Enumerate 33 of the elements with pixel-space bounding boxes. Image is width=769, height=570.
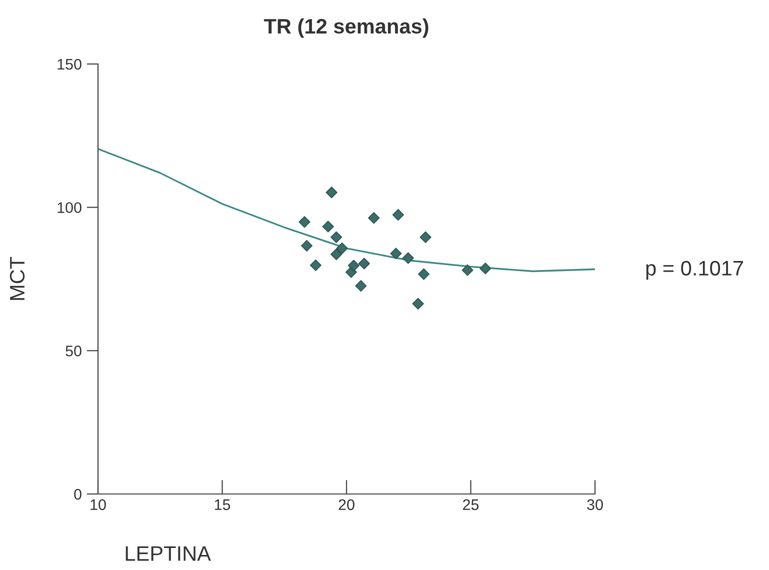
point (326, 186, 338, 198)
x-tick-label: 10 (90, 499, 106, 510)
point (355, 280, 367, 292)
point (420, 231, 432, 243)
x-axis-title: LEPTINA (126, 546, 211, 561)
x-tick-label: 30 (587, 499, 603, 510)
point (392, 208, 404, 221)
point (368, 212, 380, 224)
chart-title: TR (12 semanas) (264, 18, 428, 38)
y-tick-label: 50 (66, 346, 82, 356)
point (330, 248, 342, 260)
point (298, 216, 310, 228)
y-tick-label: 0 (74, 488, 82, 500)
point (418, 268, 430, 280)
point (310, 259, 322, 272)
point (322, 220, 334, 232)
text: p = 0.1017 (646, 260, 744, 280)
x-tick-label: 15 (214, 499, 230, 510)
point (358, 258, 370, 270)
y-tick-label: 150 (58, 58, 82, 70)
point (390, 248, 402, 260)
point (402, 252, 414, 264)
point (348, 260, 360, 272)
y-axis-title: MCT (10, 256, 25, 300)
point (480, 262, 492, 274)
point (462, 264, 474, 276)
y-tick-label: 100 (58, 202, 82, 214)
point (300, 240, 313, 252)
x-tick-label: 20 (338, 499, 354, 510)
point (412, 298, 424, 310)
point (330, 231, 342, 243)
point (336, 242, 348, 254)
x-tick-label: 25 (463, 499, 479, 510)
